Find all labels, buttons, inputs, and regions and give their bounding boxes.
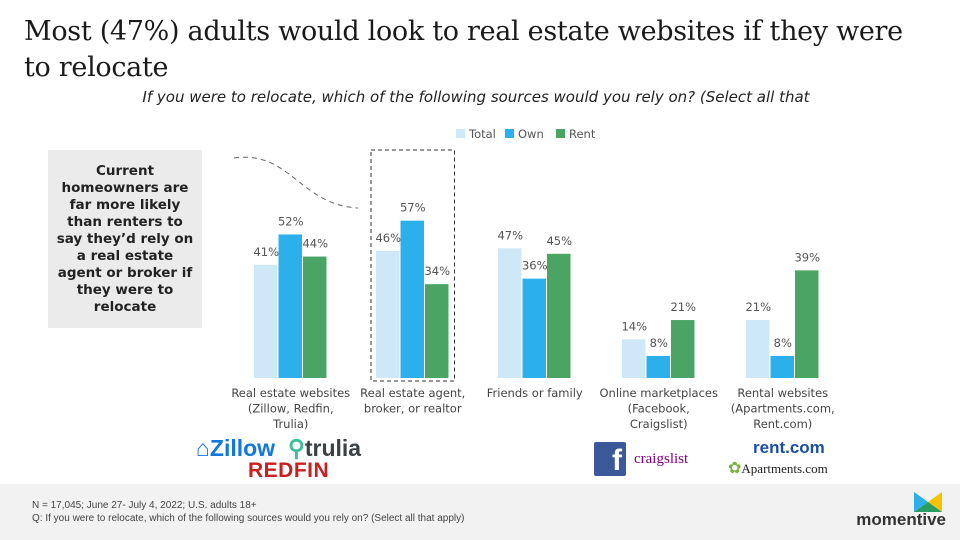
bar-rent xyxy=(671,320,695,378)
bar-rent xyxy=(547,253,571,378)
data-label: 57% xyxy=(400,201,426,215)
apartments-wordmark: Apartments.com xyxy=(741,461,828,476)
data-label: 8% xyxy=(774,336,792,350)
data-label: 21% xyxy=(670,300,696,314)
category-label: (Apartments.com, xyxy=(731,402,835,416)
legend-swatch-rent xyxy=(556,129,565,138)
data-label: 14% xyxy=(621,319,647,333)
bar-total xyxy=(746,320,770,378)
data-label: 47% xyxy=(497,228,523,242)
data-label: 41% xyxy=(253,245,279,259)
bar-own xyxy=(646,355,670,378)
footnote-sample: N = 17,045; June 27- July 4, 2022; U.S. … xyxy=(32,500,257,511)
category-label: (Zillow, Redfin, xyxy=(248,402,334,416)
bar-own xyxy=(400,220,424,378)
facebook-logo: f xyxy=(594,442,626,477)
trulia-pin-icon: ⚲ xyxy=(288,435,305,461)
legend-label-total: Total xyxy=(468,127,496,141)
bar-total xyxy=(376,251,400,378)
page-title: Most (47%) adults would look to real est… xyxy=(24,16,903,83)
zillow-icon: ⌂ xyxy=(196,435,210,461)
bar-own xyxy=(522,278,546,378)
zillow-logo: ⌂Zillow xyxy=(196,435,275,462)
category-label: Friends or family xyxy=(487,386,583,400)
craigslist-logo: craigslist xyxy=(634,451,689,467)
callout-text: Current homeowners are far more likely t… xyxy=(56,162,194,315)
trulia-wordmark: trulia xyxy=(304,435,362,461)
footnote-question: Q: If you were to relocate, which of the… xyxy=(32,513,465,524)
bar-own xyxy=(770,355,794,378)
trulia-logo: ⚲trulia xyxy=(288,435,361,462)
data-label: 44% xyxy=(302,237,328,251)
data-label: 45% xyxy=(546,234,572,248)
bar-total xyxy=(622,339,646,378)
legend-label-rent: Rent xyxy=(569,127,596,141)
legend-swatch-total xyxy=(456,129,465,138)
momentive-logo: momentive xyxy=(856,510,946,529)
bar-rent xyxy=(303,256,327,378)
bar-chart: Total Own Rent 41% 52% 44% Real estate website… xyxy=(231,127,835,431)
bar-rent xyxy=(425,284,449,378)
data-label: 39% xyxy=(794,250,820,264)
redfin-logo: REDFIN xyxy=(248,459,330,482)
data-label: 46% xyxy=(375,231,401,245)
zillow-wordmark: Zillow xyxy=(209,435,276,461)
data-label: 21% xyxy=(745,300,771,314)
category-label: Online marketplaces xyxy=(600,386,719,400)
category-label: Rental websites xyxy=(737,386,828,400)
callout-connector xyxy=(233,156,359,209)
data-label: 34% xyxy=(424,264,450,278)
chart-subtitle: If you were to relocate, which of the fo… xyxy=(142,88,810,112)
data-label: 36% xyxy=(522,259,548,273)
category-label: Craigslist) xyxy=(630,417,688,431)
data-label: 8% xyxy=(650,336,668,350)
bar-own xyxy=(278,234,302,378)
category-label: Rent.com) xyxy=(753,417,812,431)
category-label: broker, or realtor xyxy=(364,402,462,416)
bar-total xyxy=(498,248,522,378)
category-label: (Facebook, xyxy=(628,402,690,416)
footer: N = 17,045; June 27- July 4, 2022; U.S. … xyxy=(0,484,960,540)
rent-com-logo: rent.com xyxy=(753,438,825,457)
legend-label-own: Own xyxy=(518,127,544,141)
category-label: Real estate agent, xyxy=(360,386,465,400)
momentive-mark-icon xyxy=(914,492,942,512)
legend-swatch-own xyxy=(505,129,514,138)
apartments-com-logo: ✿Apartments.com xyxy=(728,458,828,478)
callout-box: Current homeowners are far more likely t… xyxy=(48,150,202,328)
facebook-icon: f xyxy=(612,444,622,477)
apartments-icon: ✿ xyxy=(728,460,742,477)
category-label: Trulia) xyxy=(272,417,308,431)
bar-total xyxy=(254,264,278,378)
category-label: Real estate websites xyxy=(231,386,350,400)
bar-rent xyxy=(795,270,819,378)
data-label: 52% xyxy=(278,214,304,228)
highlight-box xyxy=(370,149,455,382)
